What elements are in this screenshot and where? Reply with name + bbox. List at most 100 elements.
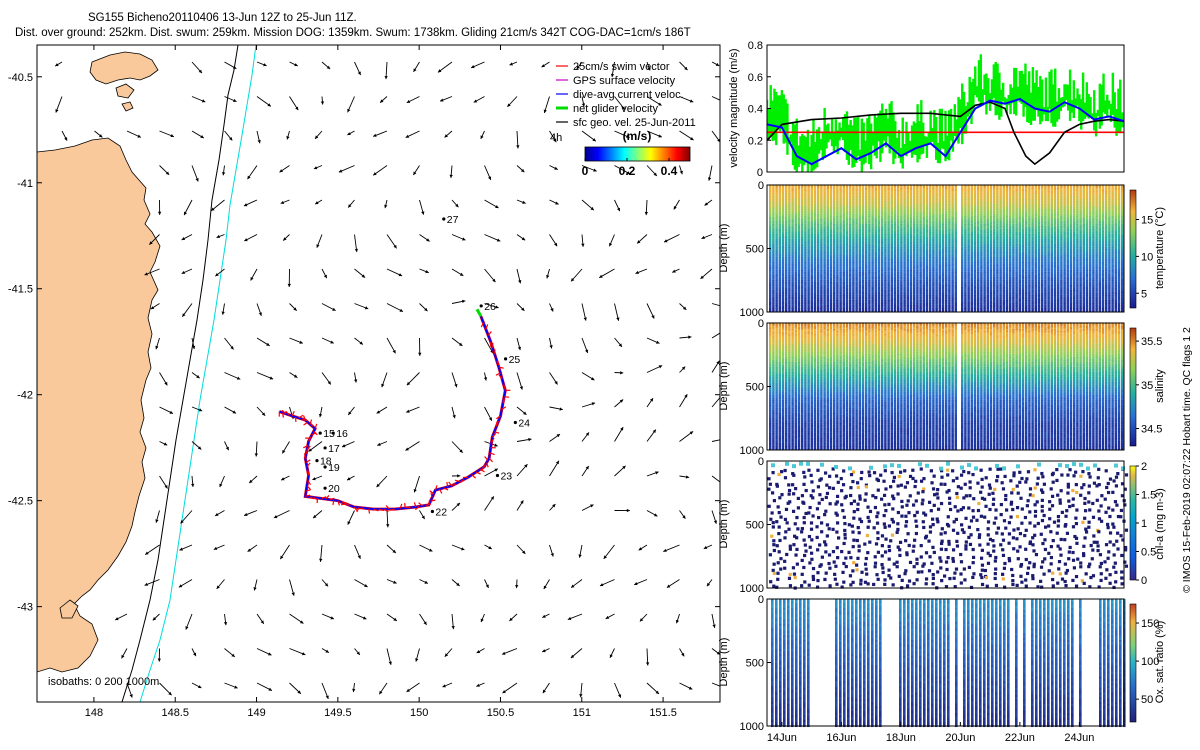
profile-sample — [794, 240, 797, 243]
profile-sample — [801, 283, 804, 286]
profile-sample — [804, 285, 807, 288]
velocity-arrow-head — [178, 584, 183, 588]
profile-sample — [820, 300, 823, 303]
profile-sample — [804, 257, 807, 260]
profile-sample — [785, 210, 788, 214]
profile-sample — [794, 281, 797, 285]
profile-sample — [778, 207, 781, 210]
profile-sample — [804, 309, 807, 313]
profile-sample — [801, 202, 804, 205]
profile-sample — [801, 205, 804, 209]
profile-sample — [769, 235, 772, 239]
velocity-arrow-head — [454, 383, 458, 388]
profile-sample — [791, 273, 794, 276]
profile-sample — [769, 207, 772, 210]
profile-sample — [801, 247, 804, 250]
profile-sample — [781, 210, 785, 214]
profile-sample — [813, 266, 817, 270]
profile-sample — [810, 209, 813, 212]
profile-sample — [778, 293, 781, 296]
isobath-1000m — [139, 45, 257, 702]
profile-sample — [810, 220, 813, 224]
profile-sample — [791, 220, 794, 224]
profile-sample — [791, 202, 794, 205]
profile-sample — [820, 205, 823, 209]
velocity-arrow-head — [571, 584, 575, 588]
swim-vector-tick — [501, 406, 507, 411]
profile-sample — [823, 186, 826, 189]
velocity-y-tick-label: 0.6 — [748, 72, 763, 84]
profile-sample — [769, 258, 772, 262]
velocity-arrow-head — [362, 616, 367, 620]
swim-vector-tick — [459, 479, 465, 484]
velocity-arrow-head — [200, 135, 204, 139]
profile-sample — [769, 219, 772, 222]
profile-sample — [823, 189, 826, 192]
velocity-arrow-head — [179, 547, 183, 551]
velocity-arrow-head — [528, 437, 532, 442]
velocity-arrow-head — [651, 315, 655, 319]
profile-sample — [788, 245, 791, 248]
profile-sample — [769, 255, 772, 258]
profile-sample — [781, 194, 785, 197]
profile-sample — [810, 265, 813, 268]
velocity-arrow-head — [323, 274, 327, 279]
profile-sample — [781, 268, 785, 272]
profile-sample — [772, 230, 775, 234]
profile-sample — [791, 265, 794, 268]
profile-sample — [781, 295, 785, 298]
profile-sample — [785, 291, 788, 295]
profile-sample — [820, 224, 823, 227]
profile-sample — [775, 263, 778, 267]
velocity-arrow-head — [457, 474, 461, 478]
profile-sample — [794, 230, 797, 234]
profile-sample — [769, 230, 772, 234]
profile-sample — [772, 205, 775, 209]
profile-sample — [813, 240, 817, 243]
profile-sample — [817, 233, 820, 237]
profile-sample — [775, 248, 778, 252]
profile-sample — [788, 266, 791, 270]
profile-sample — [813, 217, 817, 220]
velocity-arrow-head — [244, 512, 248, 517]
profile-sample — [807, 250, 810, 253]
velocity-arrow-head — [543, 109, 547, 113]
profile-sample — [775, 293, 778, 296]
profile-sample — [797, 296, 801, 300]
profile-sample — [820, 189, 823, 192]
map-colorbar-title: (m/s) — [623, 129, 652, 143]
velocity-arrow-head — [571, 277, 575, 282]
profile-sample — [781, 240, 785, 243]
profile-sample — [801, 250, 804, 253]
profile-sample — [810, 273, 813, 276]
profile-sample — [775, 233, 778, 237]
velocity-arrow-head — [269, 376, 274, 380]
profile-sample — [788, 270, 791, 273]
profile-sample — [794, 202, 797, 205]
profile-sample — [775, 288, 778, 291]
velocity-arrow-head — [488, 546, 492, 550]
profile-sample — [788, 300, 791, 303]
profile-sample — [775, 219, 778, 222]
velocity-arrow-head — [330, 340, 334, 344]
profile-sample — [807, 262, 810, 265]
profile-sample — [813, 187, 817, 191]
profile-sample — [807, 186, 810, 189]
swim-vector-tick — [495, 372, 501, 376]
profile-sample — [807, 238, 810, 242]
profile-sample — [810, 187, 813, 191]
profile-sample — [775, 258, 778, 262]
profile-sample — [807, 308, 810, 311]
profile-sample — [791, 199, 794, 202]
velocity-arrow-head — [644, 211, 649, 216]
swim-vector-tick — [491, 437, 495, 443]
velocity-arrow-head — [266, 342, 270, 346]
profile-sample — [775, 230, 778, 234]
profile-sample — [813, 252, 817, 255]
profile-sample — [813, 250, 817, 253]
profile-sample — [794, 217, 797, 220]
profile-sample — [813, 288, 817, 291]
profile-sample — [791, 222, 794, 225]
profile-sample — [813, 283, 817, 286]
profile-sample — [810, 229, 813, 232]
